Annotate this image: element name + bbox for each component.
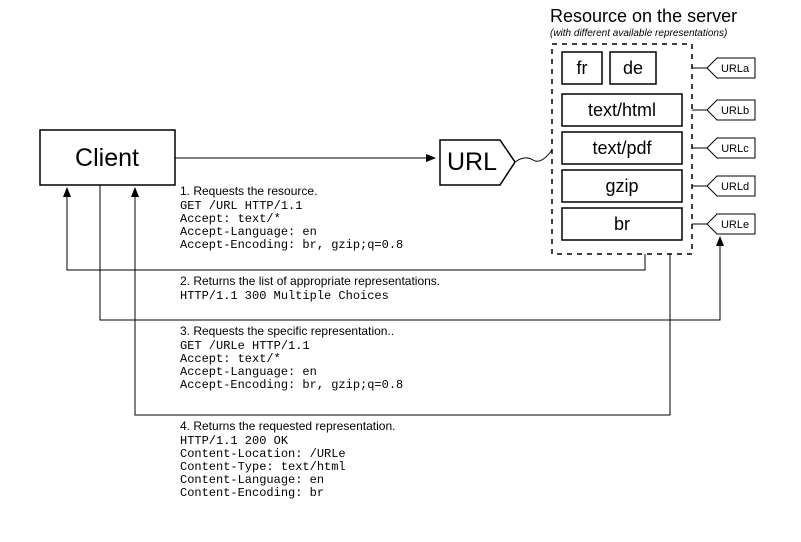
svg-text:Accept: text/*: Accept: text/*	[180, 212, 281, 226]
rep-tag-a: URLa	[721, 63, 750, 75]
step2-text: 2. Returns the list of appropriate repre…	[180, 274, 440, 303]
step3-text: 3. Requests the specific representation.…	[180, 324, 403, 392]
rep-tag-d: URLd	[721, 181, 749, 193]
url-server-link	[515, 150, 552, 162]
rep-row-3: gzip URLd	[562, 170, 755, 202]
step1-text: 1. Requests the resource. GET /URL HTTP/…	[180, 184, 403, 252]
svg-text:Accept-Language: en: Accept-Language: en	[180, 365, 317, 379]
svg-text:Accept: text/*: Accept: text/*	[180, 352, 281, 366]
svg-text:GET /URL HTTP/1.1: GET /URL HTTP/1.1	[180, 199, 302, 213]
step4-text: 4. Returns the requested representation.…	[180, 419, 395, 500]
svg-text:Content-Type: text/html: Content-Type: text/html	[180, 460, 346, 474]
svg-text:Content-Language: en: Content-Language: en	[180, 473, 324, 487]
rep-box-br: br	[614, 214, 630, 234]
rep-box-html: text/html	[588, 100, 656, 120]
rep-tag-c: URLc	[721, 143, 749, 155]
svg-text:Accept-Encoding: br, gzip;q=0.: Accept-Encoding: br, gzip;q=0.8	[180, 238, 403, 252]
rep-box-fr: fr	[577, 58, 588, 78]
svg-text:1. Requests the resource.: 1. Requests the resource.	[180, 184, 317, 198]
svg-text:GET /URLe HTTP/1.1: GET /URLe HTTP/1.1	[180, 339, 310, 353]
svg-text:Accept-Language: en: Accept-Language: en	[180, 225, 317, 239]
client-label: Client	[75, 144, 139, 172]
server-subtitle: (with different available representation…	[550, 28, 727, 39]
rep-box-gzip: gzip	[605, 176, 638, 196]
svg-text:2. Returns the list of approp: 2. Returns the list of appropriate repre…	[180, 274, 440, 288]
svg-text:Content-Encoding: br: Content-Encoding: br	[180, 486, 324, 500]
diagram: Client URL Resource on the server (with …	[0, 0, 801, 542]
rep-row-2: text/pdf URLc	[562, 132, 755, 164]
rep-row-4: br URLe	[562, 208, 755, 240]
rep-box-de: de	[623, 58, 643, 78]
rep-box-pdf: text/pdf	[592, 138, 652, 158]
svg-text:HTTP/1.1 300 Multiple Choices: HTTP/1.1 300 Multiple Choices	[180, 289, 389, 303]
svg-text:Content-Location: /URLe: Content-Location: /URLe	[180, 447, 346, 461]
server-title: Resource on the server	[550, 6, 737, 26]
svg-text:Accept-Encoding: br, gzip;q=0.: Accept-Encoding: br, gzip;q=0.8	[180, 378, 403, 392]
rep-row-1: text/html URLb	[562, 94, 755, 126]
rep-tag-b: URLb	[721, 105, 749, 117]
url-tag: URL	[440, 140, 515, 185]
svg-text:HTTP/1.1 200 OK: HTTP/1.1 200 OK	[180, 434, 289, 448]
url-tag-label: URL	[447, 148, 497, 176]
svg-text:4. Returns the requested repre: 4. Returns the requested representation.	[180, 419, 395, 433]
rep-tag-e: URLe	[721, 219, 749, 231]
svg-text:3. Requests the specific repre: 3. Requests the specific representation.…	[180, 324, 394, 338]
